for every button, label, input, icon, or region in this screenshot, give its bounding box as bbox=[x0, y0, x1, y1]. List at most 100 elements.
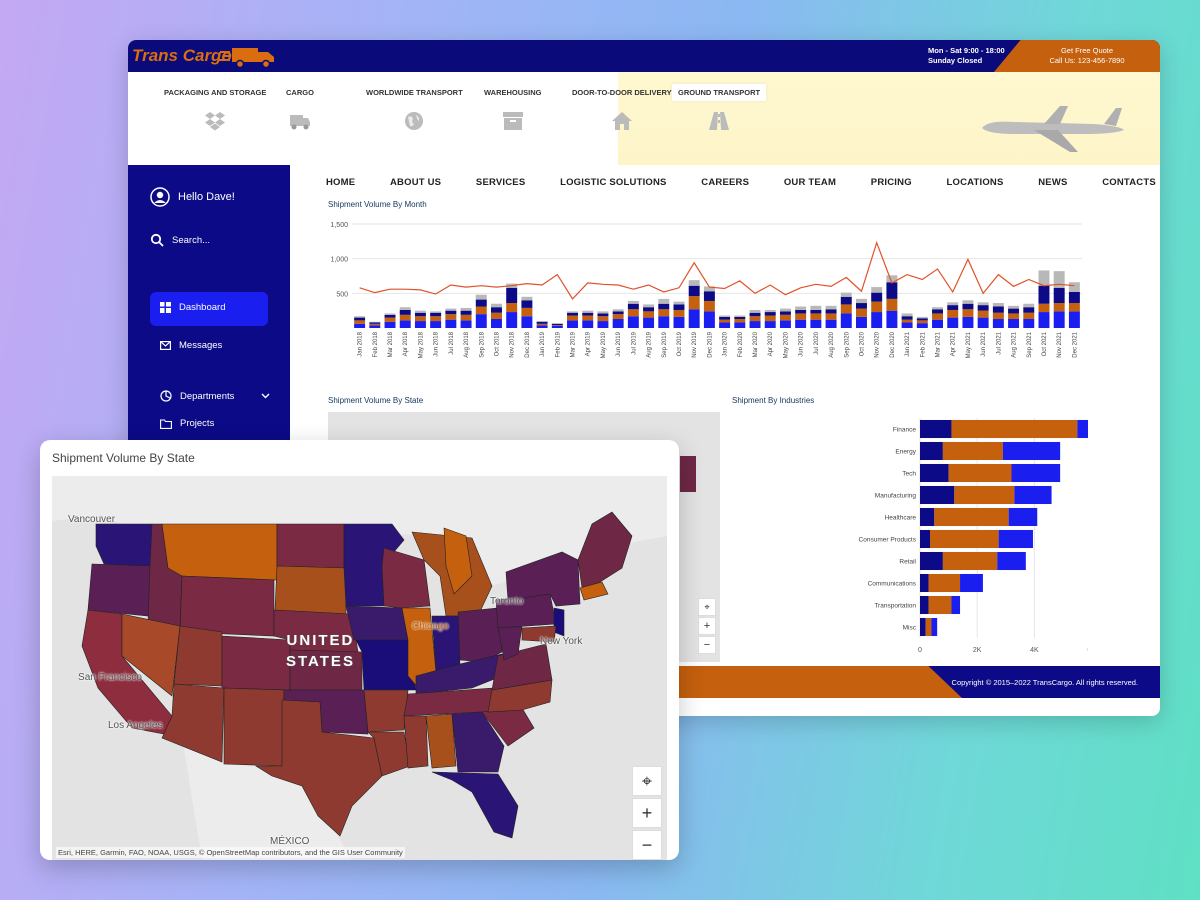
nav-locations[interactable]: LOCATIONS bbox=[946, 177, 1004, 188]
bar-gray bbox=[901, 313, 913, 317]
state-new-york bbox=[505, 551, 581, 607]
bar-gray bbox=[658, 298, 670, 304]
state-map-card: Shipment Volume By State bbox=[40, 440, 679, 860]
nav-services[interactable]: SERVICES bbox=[475, 177, 526, 188]
bar-orange bbox=[1053, 303, 1065, 312]
nav-pricing[interactable]: PRICING bbox=[870, 177, 912, 188]
category-label: Manufacturing bbox=[875, 493, 917, 500]
service-packaging[interactable]: PACKAGING AND STORAGE bbox=[164, 88, 266, 131]
bar-orange bbox=[886, 298, 898, 311]
bar-gray bbox=[749, 309, 761, 313]
bar-orange bbox=[430, 316, 442, 322]
x-tick-label: Sep 2018 bbox=[479, 331, 485, 357]
zoom-out-button[interactable]: − bbox=[632, 830, 662, 860]
x-tick-label: Mar 2020 bbox=[753, 331, 759, 357]
sidebar-item-messages[interactable]: Messages bbox=[160, 340, 222, 351]
bar-gray bbox=[491, 303, 502, 308]
bar-navy bbox=[703, 291, 715, 301]
bar-orange bbox=[932, 313, 943, 320]
service-cargo[interactable]: CARGO bbox=[286, 88, 314, 131]
bar-orange bbox=[354, 320, 366, 324]
bar-orange bbox=[703, 300, 715, 312]
bar-orange bbox=[928, 573, 961, 593]
bar-blue bbox=[825, 319, 837, 328]
bar-gray bbox=[886, 275, 898, 283]
bar-blue bbox=[1014, 485, 1052, 505]
nav-logistic-solutions[interactable]: LOGISTIC SOLUTIONS bbox=[560, 177, 667, 188]
sidebar-dashboard-label[interactable]: Dashboard bbox=[160, 302, 225, 313]
bar-gray bbox=[916, 316, 928, 319]
x-tick-label: Jul 2020 bbox=[814, 331, 820, 354]
locate-button[interactable]: ⌖ bbox=[632, 766, 662, 796]
industries-chart-title: Shipment By Industries bbox=[732, 396, 815, 405]
nav-contacts[interactable]: CONTACTS bbox=[1102, 177, 1156, 188]
bar-blue bbox=[430, 321, 442, 328]
nav-home[interactable]: HOME bbox=[326, 177, 356, 188]
bar-blue bbox=[475, 314, 487, 328]
x-tick-label: Apr 2020 bbox=[768, 331, 774, 356]
bar-navy bbox=[612, 311, 624, 315]
bg-locate-button[interactable]: ⌖ bbox=[698, 598, 716, 616]
chevron-down-icon[interactable] bbox=[261, 393, 270, 399]
city-label-los-angeles: Los Angeles bbox=[108, 720, 163, 731]
nav-about-us[interactable]: ABOUT US bbox=[390, 177, 442, 188]
x-tick-label: Nov 2018 bbox=[510, 331, 516, 357]
bar-orange bbox=[871, 301, 883, 313]
bar-orange bbox=[925, 617, 932, 637]
x-tick-label: Aug 2021 bbox=[1012, 331, 1018, 357]
sidebar-search[interactable]: Search... bbox=[150, 233, 210, 247]
bg-zoom-out-button[interactable]: − bbox=[698, 636, 716, 654]
nav-news[interactable]: NEWS bbox=[1038, 177, 1068, 188]
brand-logo[interactable]: Trans Cargos bbox=[132, 46, 242, 65]
x-tick-label: Mar 2021 bbox=[936, 331, 942, 357]
bar-orange bbox=[475, 306, 487, 315]
bar-gray bbox=[932, 307, 943, 310]
user-greeting[interactable]: Hello Dave! bbox=[150, 187, 235, 207]
state-utah bbox=[173, 625, 223, 687]
bar-navy bbox=[536, 321, 548, 324]
bar-orange bbox=[551, 325, 563, 326]
service-ground-transport[interactable]: GROUND TRANSPORT bbox=[672, 84, 767, 131]
category-label: Transportation bbox=[874, 603, 916, 610]
sidebar-item-projects[interactable]: Projects bbox=[160, 418, 214, 429]
bar-navy bbox=[886, 282, 898, 299]
state-colorado bbox=[221, 635, 291, 691]
x-tick-label: Apr 2021 bbox=[951, 331, 957, 356]
x-tick-label: 0 bbox=[918, 647, 922, 654]
bar-orange bbox=[948, 463, 1012, 483]
bar-gray bbox=[1053, 271, 1065, 288]
free-quote-banner[interactable]: Get Free Quote Call Us: 123-456-7890 bbox=[994, 40, 1160, 72]
city-label-toronto: Toronto bbox=[490, 596, 524, 607]
service-worldwide[interactable]: WORLDWIDE TRANSPORT bbox=[366, 88, 463, 131]
bar-gray bbox=[399, 307, 411, 310]
bg-zoom-in-button[interactable]: + bbox=[698, 617, 716, 635]
bar-blue bbox=[719, 322, 731, 328]
bar-blue bbox=[992, 318, 1004, 328]
state-wyoming bbox=[179, 575, 275, 637]
zoom-in-button[interactable]: + bbox=[632, 798, 662, 828]
bar-blue bbox=[947, 317, 959, 328]
bar-gray bbox=[673, 301, 685, 305]
bar-gray bbox=[551, 323, 563, 324]
bar-navy bbox=[920, 573, 929, 593]
x-tick-label: Jan 2021 bbox=[905, 331, 911, 356]
bar-orange bbox=[1023, 312, 1035, 319]
industries-chart: 02K4K6K8K10KFinanceEnergyTechManufacturi… bbox=[859, 418, 1088, 654]
sidebar-item-departments[interactable]: Departments bbox=[160, 390, 270, 402]
bar-blue bbox=[673, 316, 685, 328]
bar-blue bbox=[414, 321, 426, 328]
nav-careers[interactable]: CAREERS bbox=[701, 177, 750, 188]
bar-navy bbox=[688, 285, 700, 297]
bar-navy bbox=[992, 306, 1004, 313]
bar-blue bbox=[1002, 441, 1061, 461]
us-choropleth-map[interactable]: Vancouver San Francisco Los Angeles Chic… bbox=[52, 476, 667, 860]
service-warehousing[interactable]: WAREHOUSING bbox=[484, 88, 542, 131]
service-door-to-door[interactable]: DOOR-TO-DOOR DELIVERY bbox=[572, 88, 672, 131]
bar-orange bbox=[719, 319, 731, 323]
bar-gray bbox=[475, 294, 487, 300]
nav-our-team[interactable]: OUR TEAM bbox=[783, 177, 837, 188]
state-maryland bbox=[521, 625, 557, 643]
bar-gray bbox=[1023, 303, 1035, 308]
bar-orange bbox=[795, 313, 807, 320]
bar-orange bbox=[445, 314, 457, 320]
